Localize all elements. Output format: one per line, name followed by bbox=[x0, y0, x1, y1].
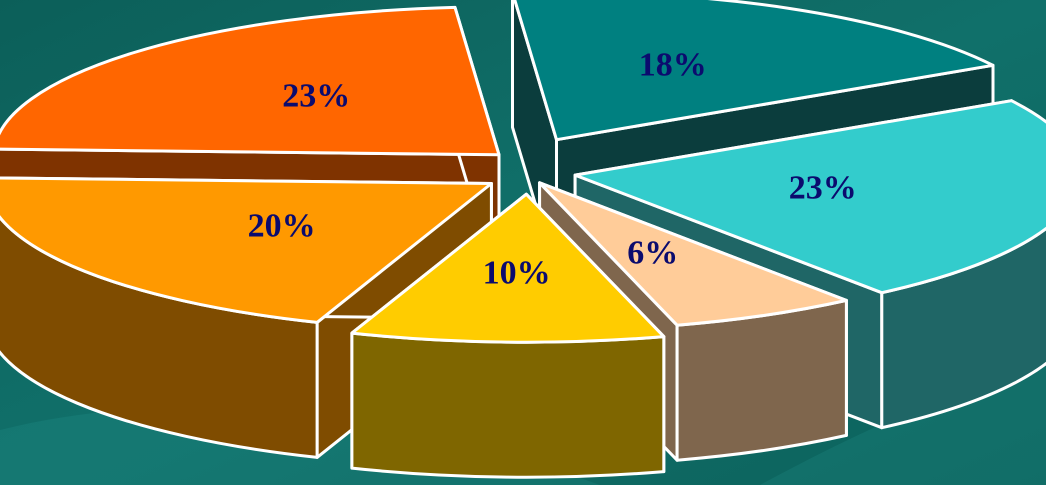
slice-top-face bbox=[0, 5, 501, 157]
pie-slice bbox=[350, 192, 666, 479]
slice-top-face bbox=[573, 99, 1046, 295]
slice-percent-label: 18% bbox=[639, 46, 707, 83]
slice-labels: 18% 23% 6% 10% 20% 23% bbox=[248, 46, 857, 291]
slice-outer-wall bbox=[880, 226, 1046, 430]
slice-top-face bbox=[350, 192, 666, 344]
slice-percent-label: 10% bbox=[483, 254, 551, 291]
slice-percent-label: 20% bbox=[248, 207, 316, 244]
slice-percent-label: 6% bbox=[627, 234, 678, 271]
slice-percent-label: 23% bbox=[282, 77, 350, 114]
slice-percent-label: 23% bbox=[789, 170, 857, 207]
slice-outer-wall bbox=[350, 331, 666, 479]
slice-top-face bbox=[538, 181, 848, 327]
slice-top-face bbox=[513, 0, 995, 142]
slice-top-face bbox=[0, 176, 493, 324]
